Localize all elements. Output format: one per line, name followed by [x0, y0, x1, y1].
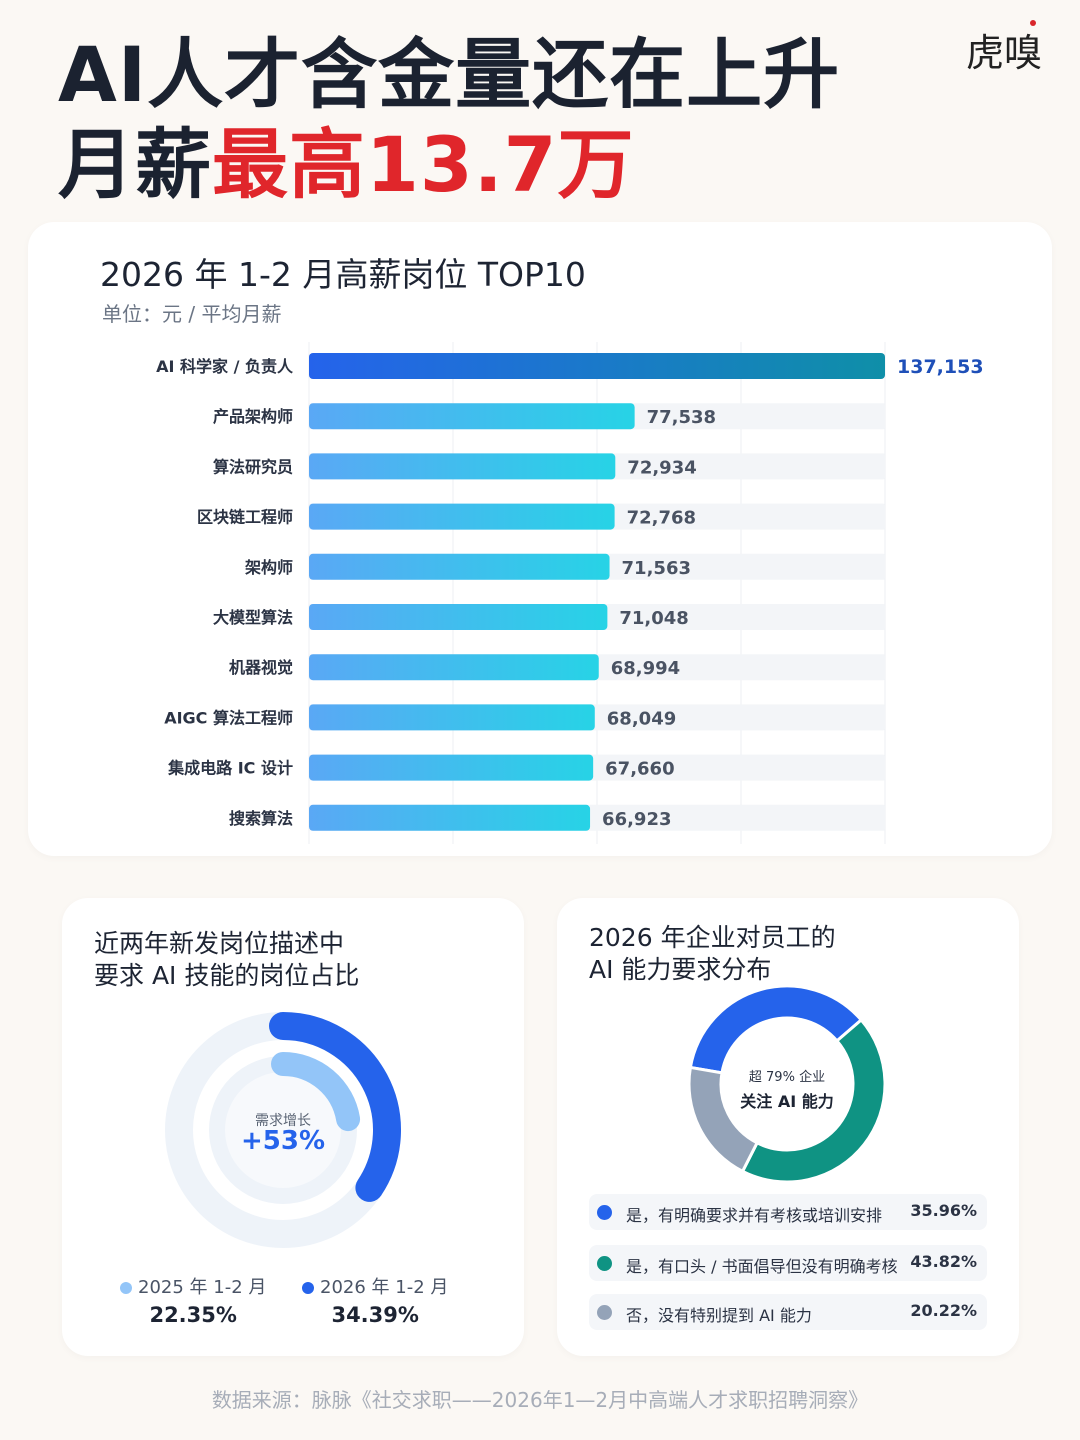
- dist-row-3-dot-icon: [597, 1305, 612, 1320]
- ring-arc-2025: [271, 1052, 361, 1132]
- bar: [309, 353, 885, 379]
- headline: AI人才含金量还在上升 月薪最高13.7万: [58, 30, 840, 210]
- legend-2025-value: 22.35%: [149, 1303, 237, 1327]
- legend-2025: 2025 年 1-2 月 22.35%: [120, 1273, 266, 1327]
- dist-row-2-value: 43.82%: [910, 1252, 977, 1271]
- headline-line2-prefix: 月薪: [58, 120, 212, 209]
- bar-value-label: 68,994: [611, 658, 680, 679]
- dist-row-1: 是，有明确要求并有考核或培训安排 35.96%: [589, 1194, 987, 1230]
- bar-value-label: 137,153: [897, 356, 984, 378]
- legend-2026-dot-icon: [302, 1282, 314, 1294]
- brand-logo-text: 虎嗅: [965, 31, 1042, 75]
- bar-category-label: 算法研究员: [213, 457, 293, 476]
- bar-value-label: 72,768: [627, 508, 696, 529]
- ai-ability-donut-card: 2026 年企业对员工的 AI 能力要求分布 超 79% 企业 关注 AI 能力…: [557, 898, 1019, 1356]
- donut-chart: [687, 984, 887, 1184]
- bar-value-label: 77,538: [647, 407, 716, 428]
- legend-2025-label: 2025 年 1-2 月: [138, 1277, 267, 1298]
- dist-row-3-value: 20.22%: [910, 1301, 977, 1320]
- bar-value-label: 67,660: [605, 759, 674, 780]
- bar-chart: AI 科学家 / 负责人产品架构师算法研究员区块链工程师架构师大模型算法机器视觉…: [156, 342, 984, 844]
- donut-slice: [740, 1017, 887, 1184]
- dist-row-1-dot-icon: [597, 1205, 612, 1220]
- donut-card-title: 2026 年企业对员工的 AI 能力要求分布: [589, 922, 836, 986]
- legend-2026: 2026 年 1-2 月 34.39%: [302, 1273, 448, 1327]
- bar-category-label: 集成电路 IC 设计: [167, 759, 293, 778]
- bar-category-label: 大模型算法: [213, 608, 293, 627]
- dist-row-1-value: 35.96%: [910, 1201, 977, 1220]
- donut-card-title-line2: AI 能力要求分布: [589, 955, 772, 984]
- dist-row-2-dot-icon: [597, 1256, 612, 1271]
- donut-hole: [722, 1019, 852, 1149]
- bar-category-label: AI 科学家 / 负责人: [156, 357, 294, 376]
- dist-row-3: 否，没有特别提到 AI 能力 20.22%: [589, 1294, 987, 1330]
- ring-chart: [165, 1012, 401, 1248]
- bar-category-label: 架构师: [244, 558, 293, 577]
- ring-center-value: +53%: [240, 1126, 326, 1156]
- headline-line2: 月薪最高13.7万: [58, 120, 840, 210]
- ring-card-title-line1: 近两年新发岗位描述中: [94, 929, 345, 958]
- bar-category-label: 搜索算法: [229, 809, 293, 828]
- ring-center-label: 需求增长: [255, 1113, 311, 1129]
- bar-category-label: 机器视觉: [229, 658, 293, 677]
- donut-card-title-line1: 2026 年企业对员工的: [589, 923, 836, 952]
- ring-card-title: 近两年新发岗位描述中 要求 AI 技能的岗位占比: [94, 928, 359, 992]
- bar-chart-unit: 单位：元 / 平均月薪: [102, 302, 282, 326]
- bar: [309, 654, 599, 681]
- data-source-footer: 数据来源：脉脉《社交求职——2026年1—2月中高端人才求职招聘洞察》: [211, 1388, 869, 1412]
- dist-row-1-label: 是，有明确要求并有考核或培训安排: [626, 1206, 883, 1225]
- dist-row-2: 是，有口头 / 书面倡导但没有明确考核 43.82%: [589, 1245, 987, 1281]
- bar-value-label: 66,923: [602, 809, 671, 830]
- donut-center-line1: 超 79% 企业: [748, 1070, 826, 1085]
- ring-card-title-line2: 要求 AI 技能的岗位占比: [94, 961, 360, 990]
- bar: [309, 604, 608, 630]
- bar: [309, 754, 594, 781]
- headline-highlight: 最高13.7万: [212, 120, 635, 209]
- bar-chart-card: 2026 年 1-2 月高薪岗位 TOP10 单位：元 / 平均月薪 AI 科学…: [28, 222, 1052, 856]
- bar-value-label: 71,048: [619, 608, 688, 629]
- bar-value-label: 71,563: [622, 558, 691, 579]
- bar: [309, 503, 615, 530]
- bar-category-label: 区块链工程师: [197, 508, 293, 527]
- headline-line1: AI人才含金量还在上升: [58, 30, 841, 119]
- bar-value-label: 72,934: [627, 457, 696, 478]
- dist-row-2-label: 是，有口头 / 书面倡导但没有明确考核: [626, 1257, 898, 1276]
- bar-chart-title: 2026 年 1-2 月高薪岗位 TOP10: [100, 255, 586, 294]
- donut-center-line2: 关注 AI 能力: [740, 1092, 834, 1111]
- ring-arc-2026: [269, 1012, 401, 1202]
- logo-dot-icon: [1030, 20, 1036, 26]
- brand-logo: 虎嗅: [965, 20, 1042, 77]
- bar: [309, 403, 635, 430]
- legend-2025-dot-icon: [120, 1282, 132, 1294]
- bar: [309, 804, 591, 831]
- bar: [309, 553, 610, 580]
- legend-2026-label: 2026 年 1-2 月: [320, 1277, 449, 1298]
- legend-2026-value: 34.39%: [331, 1303, 419, 1327]
- bar-value-label: 68,049: [607, 708, 676, 729]
- bar-category-label: 产品架构师: [213, 407, 293, 426]
- dist-row-3-label: 否，没有特别提到 AI 能力: [626, 1306, 812, 1325]
- donut-slice: [687, 1065, 760, 1174]
- bar: [309, 704, 595, 731]
- bar: [309, 453, 616, 480]
- bar-category-label: AIGC 算法工程师: [164, 708, 293, 727]
- ai-skill-ring-card: 近两年新发岗位描述中 要求 AI 技能的岗位占比 需求增长 +53% 2025 …: [62, 898, 524, 1356]
